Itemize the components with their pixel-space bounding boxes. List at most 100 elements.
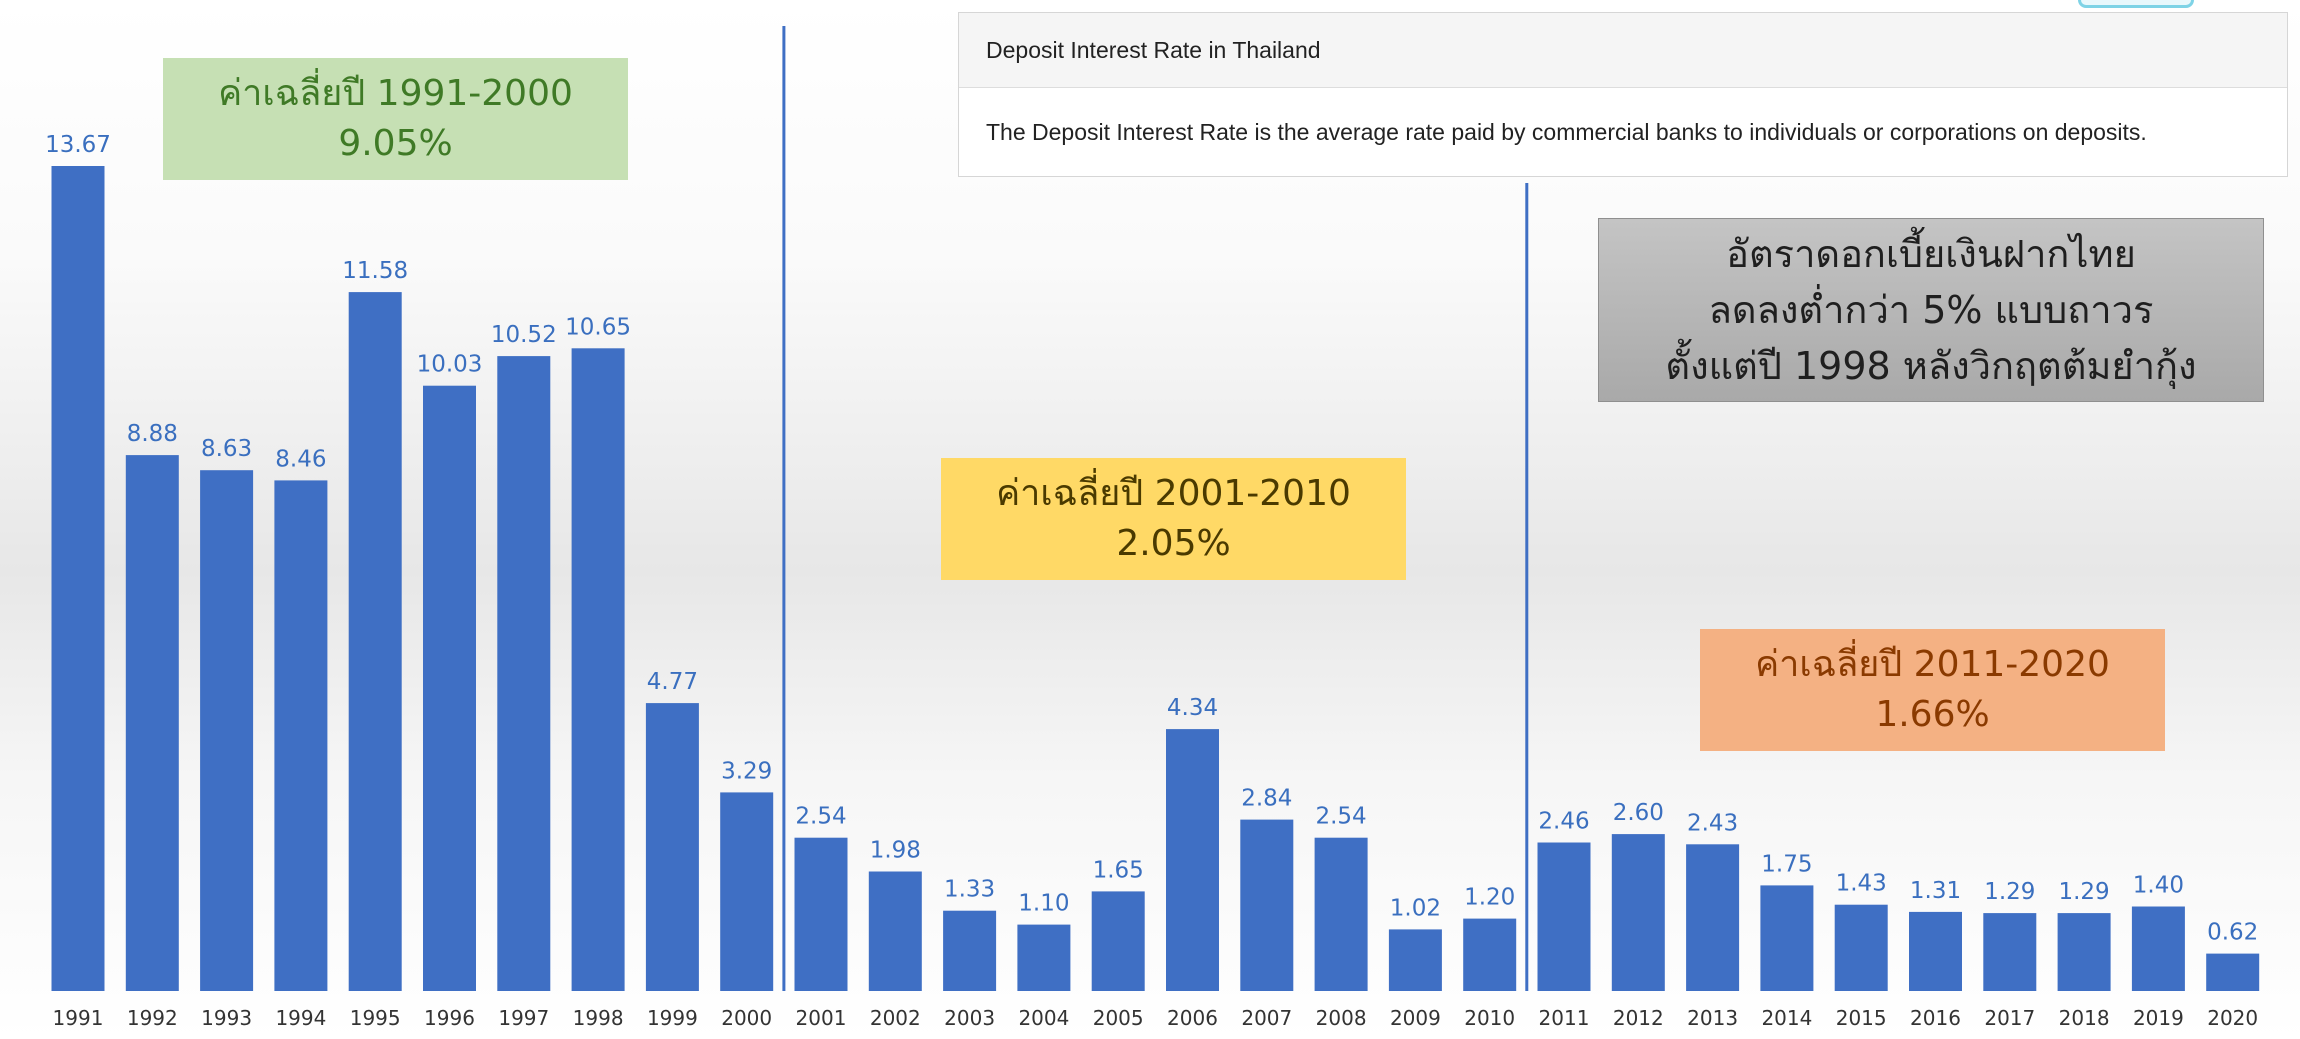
- x-tick-2009: 2009: [1390, 1006, 1441, 1030]
- average-box-2011-2020: ค่าเฉลี่ยปี 2011-2020 1.66%: [1700, 629, 2165, 751]
- x-tick-1998: 1998: [573, 1006, 624, 1030]
- bar-1991: [51, 166, 105, 991]
- bar-2018: [2057, 913, 2111, 991]
- bar-2013: [1686, 844, 1740, 991]
- average-label-2001-2010: ค่าเฉลี่ยปี 2001-2010: [996, 473, 1351, 514]
- value-label-2005: 1.65: [1093, 857, 1144, 883]
- x-tick-2014: 2014: [1761, 1006, 1812, 1030]
- x-tick-2010: 2010: [1464, 1006, 1515, 1030]
- bar-2015: [1834, 904, 1888, 991]
- value-label-2002: 1.98: [870, 838, 921, 864]
- x-tick-2017: 2017: [1984, 1006, 2035, 1030]
- x-tick-2002: 2002: [870, 1006, 921, 1030]
- value-label-2018: 1.29: [2058, 879, 2109, 905]
- x-tick-2001: 2001: [796, 1006, 847, 1030]
- bar-2010: [1463, 918, 1517, 991]
- value-label-2016: 1.31: [1910, 878, 1961, 904]
- x-tick-1992: 1992: [127, 1006, 178, 1030]
- value-label-1998: 10.65: [565, 314, 631, 340]
- bar-1995: [348, 292, 402, 992]
- value-label-1997: 10.52: [491, 322, 557, 348]
- thai-note-line-1: อัตราดอกเบี้ยเงินฝากไทย: [1726, 232, 2136, 276]
- bar-2007: [1240, 819, 1294, 991]
- value-label-2014: 1.75: [1761, 851, 1812, 877]
- x-tick-2000: 2000: [721, 1006, 772, 1030]
- value-label-2004: 1.10: [1018, 891, 1069, 917]
- value-label-1995: 11.58: [342, 258, 408, 284]
- x-tick-1991: 1991: [53, 1006, 104, 1030]
- x-tick-2018: 2018: [2059, 1006, 2110, 1030]
- bar-2000: [720, 792, 774, 991]
- value-label-2003: 1.33: [944, 877, 995, 903]
- value-label-2012: 2.60: [1613, 800, 1664, 826]
- x-tick-2020: 2020: [2207, 1006, 2258, 1030]
- x-tick-1997: 1997: [498, 1006, 549, 1030]
- bar-2009: [1388, 929, 1442, 991]
- x-tick-2003: 2003: [944, 1006, 995, 1030]
- corner-button-fragment: [2078, 0, 2194, 8]
- value-label-2017: 1.29: [1984, 879, 2035, 905]
- bar-1994: [274, 480, 328, 991]
- bar-2016: [1909, 911, 1962, 991]
- bar-2002: [868, 871, 922, 991]
- x-tick-1993: 1993: [201, 1006, 252, 1030]
- value-label-2013: 2.43: [1687, 810, 1738, 836]
- bar-2012: [1611, 834, 1665, 991]
- bar-1996: [423, 385, 476, 991]
- x-tick-2013: 2013: [1687, 1006, 1738, 1030]
- x-tick-2019: 2019: [2133, 1006, 2184, 1030]
- value-label-2007: 2.84: [1241, 786, 1292, 812]
- bar-1992: [125, 455, 179, 992]
- x-tick-2011: 2011: [1539, 1006, 1590, 1030]
- value-labels: 13.67 8.88 8.63 8.46 11.58 10.03 10.52 10.65 4.7…: [45, 132, 2258, 946]
- average-value-1991-2000: 9.05%: [338, 123, 453, 164]
- info-panel: Deposit Interest Rate in Thailand The De…: [958, 12, 2288, 177]
- x-tick-1995: 1995: [350, 1006, 401, 1030]
- value-label-2011: 2.46: [1538, 809, 1589, 835]
- thai-summary-note: อัตราดอกเบี้ยเงินฝากไทย ลดลงต่ำกว่า 5% แ…: [1598, 218, 2264, 402]
- period-dividers: [782, 26, 1529, 991]
- bar-2017: [1983, 913, 2037, 991]
- bars-group: [51, 166, 2260, 992]
- bar-2008: [1314, 837, 1368, 991]
- bar-2006: [1166, 729, 1219, 991]
- bar-1997: [497, 356, 551, 992]
- x-tick-labels: 1991 1992 1993 1994 1995 1996 1997 1998 1999 2000…: [53, 1006, 2259, 1030]
- value-label-2019: 1.40: [2133, 873, 2184, 899]
- value-label-2009: 1.02: [1390, 895, 1441, 921]
- value-label-2000: 3.29: [721, 758, 772, 784]
- value-label-1994: 8.46: [275, 446, 326, 472]
- x-tick-2015: 2015: [1836, 1006, 1887, 1030]
- bar-1993: [200, 470, 254, 991]
- bar-2011: [1537, 842, 1591, 991]
- value-label-2008: 2.54: [1315, 804, 1366, 830]
- bar-1998: [571, 348, 625, 991]
- x-tick-1994: 1994: [275, 1006, 326, 1030]
- average-box-1991-2000: ค่าเฉลี่ยปี 1991-2000 9.05%: [163, 58, 628, 180]
- x-tick-2016: 2016: [1910, 1006, 1961, 1030]
- thai-note-line-3: ตั้งแต่ปี 1998 หลังวิกฤตต้มยำกุ้ง: [1665, 344, 2197, 388]
- average-label-1991-2000: ค่าเฉลี่ยปี 1991-2000: [218, 73, 573, 114]
- bar-2019: [2131, 906, 2185, 991]
- x-tick-1996: 1996: [424, 1006, 475, 1030]
- value-label-2015: 1.43: [1836, 871, 1887, 897]
- x-tick-2007: 2007: [1241, 1006, 1292, 1030]
- x-tick-2004: 2004: [1018, 1006, 1069, 1030]
- average-box-2001-2010: ค่าเฉลี่ยปี 2001-2010 2.05%: [941, 458, 1406, 580]
- value-label-2006: 4.34: [1167, 695, 1218, 721]
- x-tick-2008: 2008: [1316, 1006, 1367, 1030]
- bar-2001: [794, 837, 848, 991]
- x-tick-1999: 1999: [647, 1006, 698, 1030]
- average-value-2011-2020: 1.66%: [1875, 694, 1990, 735]
- info-panel-description: The Deposit Interest Rate is the average…: [986, 119, 2147, 145]
- bar-2003: [943, 910, 997, 991]
- bar-2005: [1091, 891, 1145, 991]
- value-label-2020: 0.62: [2207, 920, 2258, 946]
- value-label-2001: 2.54: [795, 804, 846, 830]
- bar-2014: [1760, 885, 1814, 991]
- x-tick-2005: 2005: [1093, 1006, 1144, 1030]
- bar-1999: [645, 703, 699, 991]
- x-tick-2012: 2012: [1613, 1006, 1664, 1030]
- x-tick-2006: 2006: [1167, 1006, 1218, 1030]
